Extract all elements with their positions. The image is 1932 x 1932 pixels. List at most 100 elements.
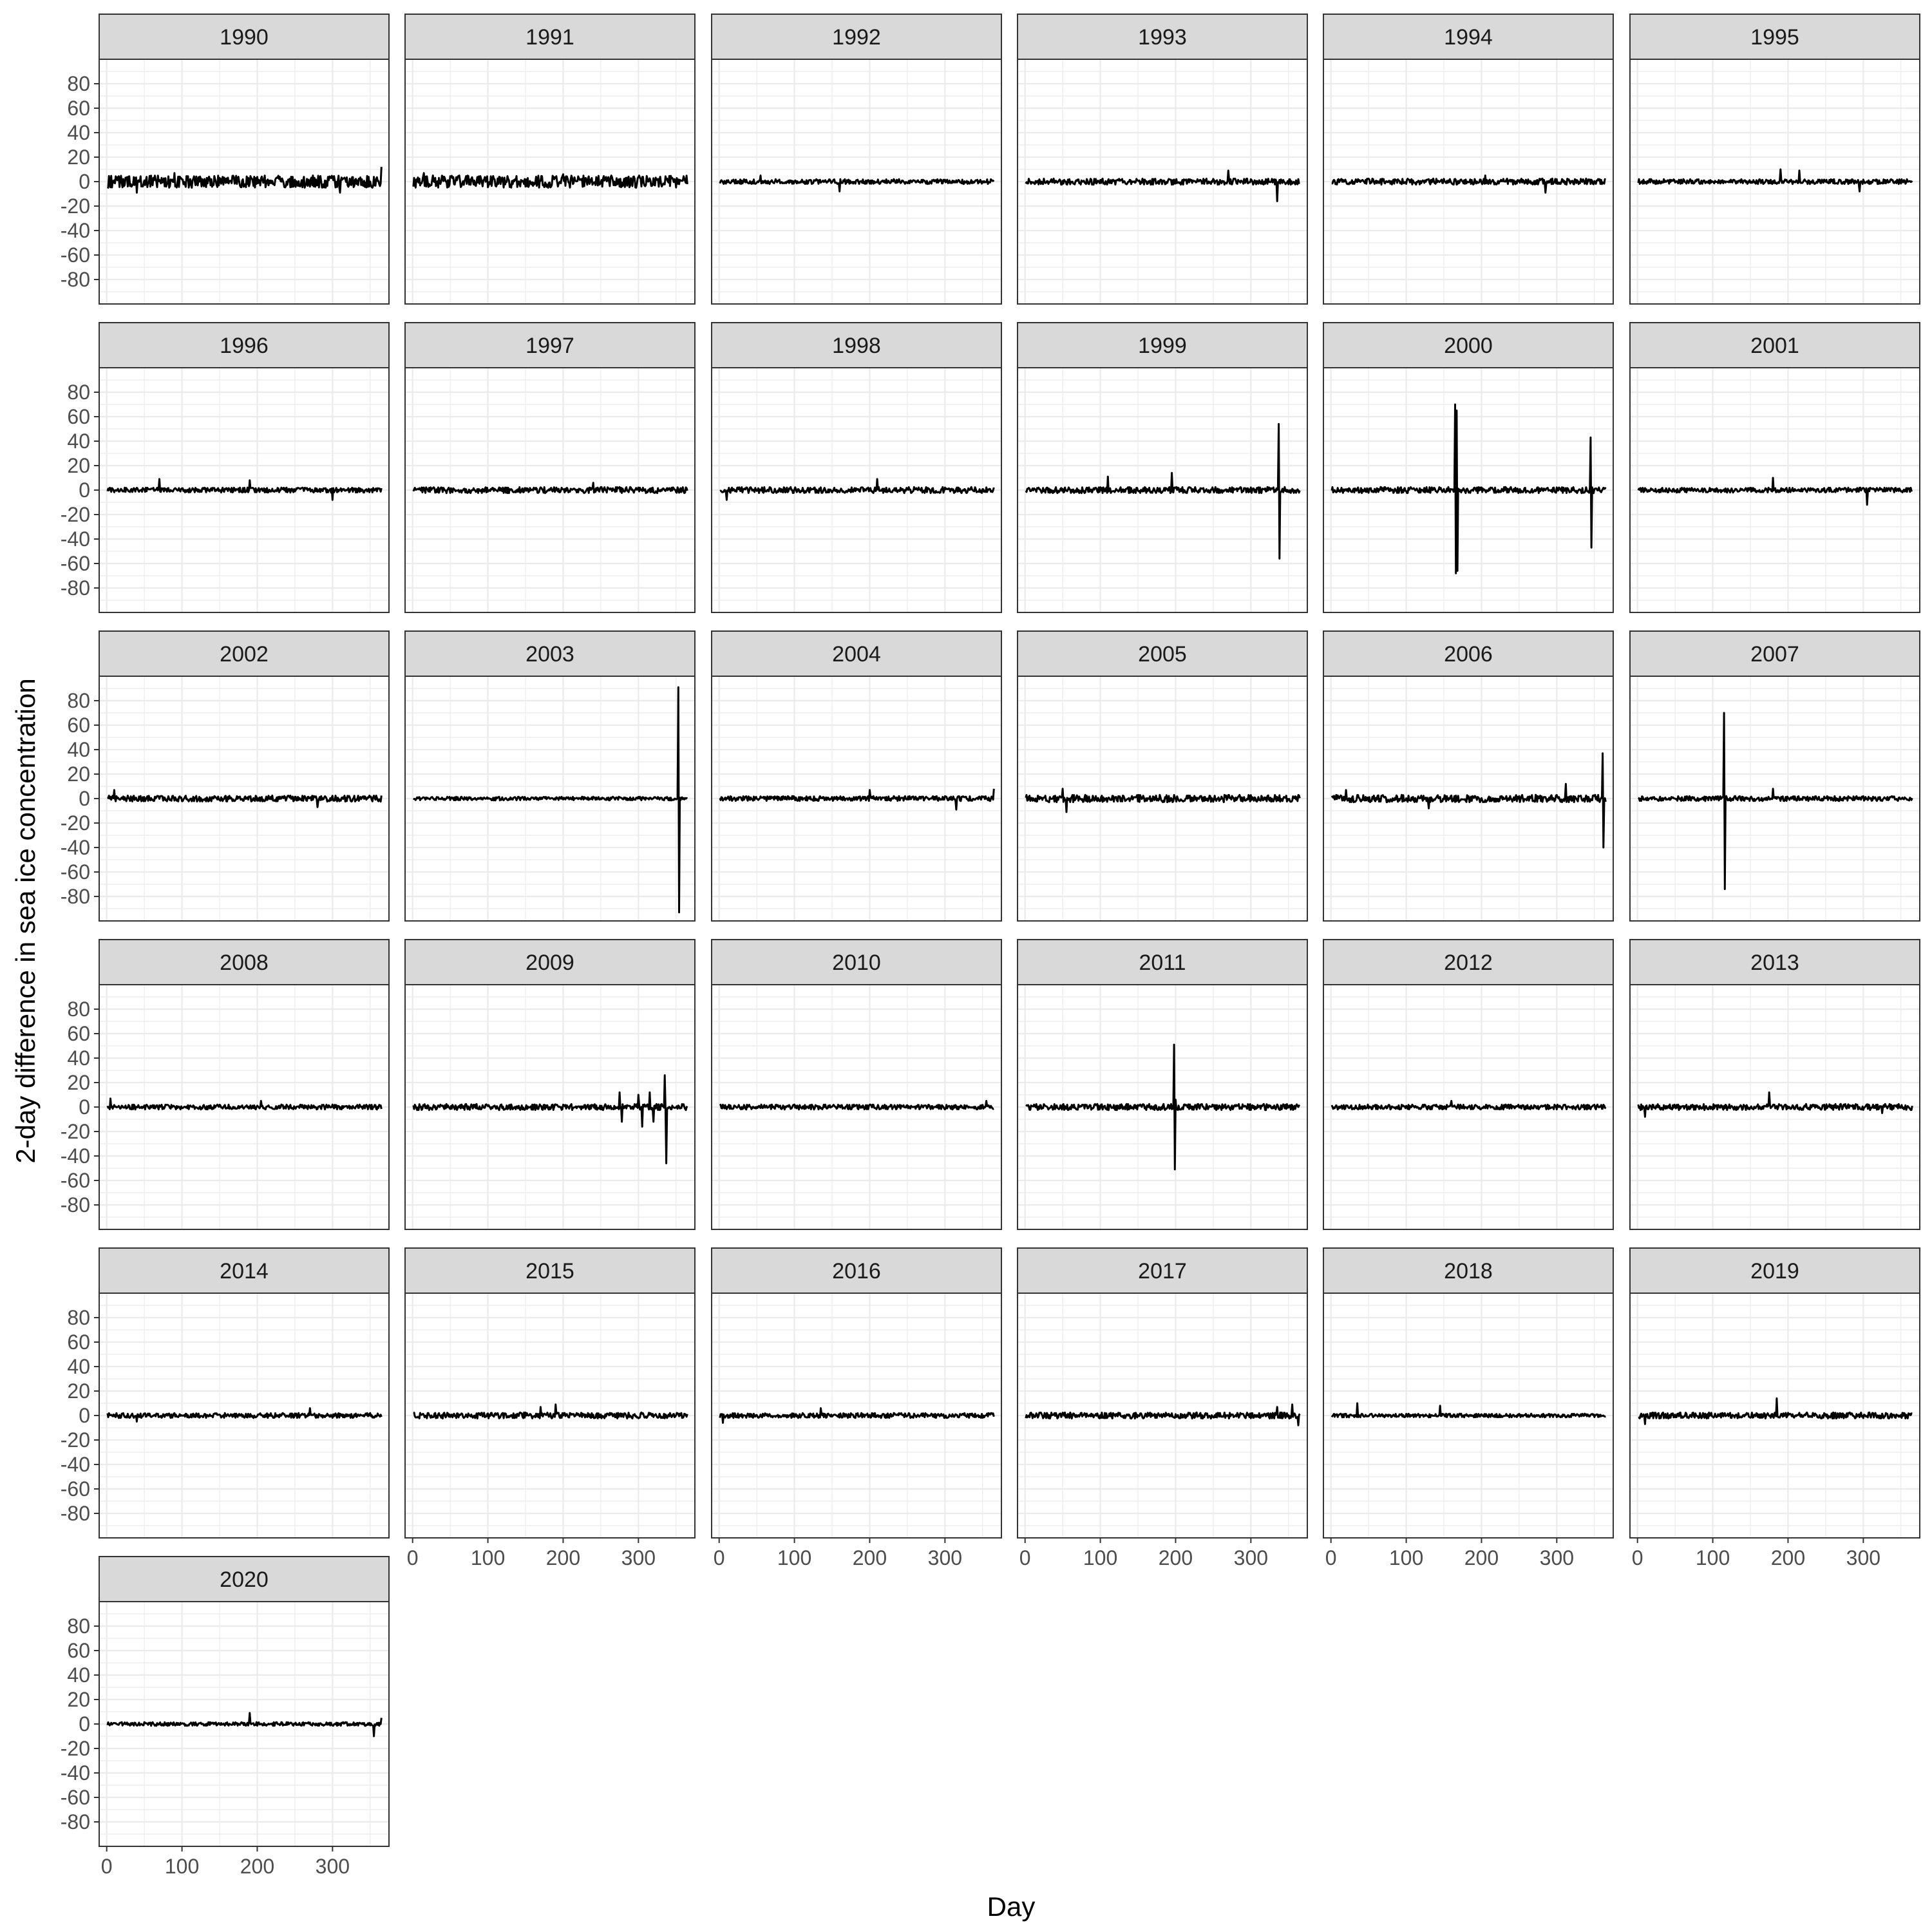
y-tick-label: 0	[79, 1404, 90, 1427]
facet-panel-1992: 1992	[711, 14, 1002, 305]
series-line	[413, 1403, 688, 1420]
y-tick-label: -20	[61, 1737, 90, 1760]
facet-strip	[1629, 322, 1920, 368]
facet-strip-label: 2018	[1444, 1259, 1493, 1283]
facet-strip-label: 2012	[1444, 951, 1493, 975]
x-tick-label: 300	[1234, 1546, 1268, 1569]
panel-border	[711, 367, 1002, 613]
facet-panel-2004: 2004	[711, 630, 1002, 922]
facet-strip-label: 1998	[832, 334, 881, 358]
facet-strip	[99, 1556, 390, 1602]
facet-strip	[1629, 939, 1920, 985]
facet-strip	[99, 939, 390, 985]
facet-strip	[1629, 630, 1920, 677]
facet-strip-label: 2016	[832, 1259, 881, 1283]
facet-strip	[1017, 1247, 1308, 1294]
facet-strip-label: 2008	[220, 951, 269, 975]
facet-panel-2016: 2016 0 100 200 300	[711, 1247, 1002, 1569]
y-tick-label: 60	[67, 1639, 90, 1662]
y-tick-label: -60	[61, 1786, 90, 1809]
y-tick-label: 40	[67, 1046, 90, 1070]
facet-strip-label: 2004	[832, 642, 881, 667]
y-tick-label: 60	[67, 1331, 90, 1354]
x-tick-label: 100	[471, 1546, 505, 1569]
facet-panel-2006: 2006	[1323, 630, 1614, 922]
x-tick-label: 100	[1389, 1546, 1423, 1569]
facet-panel-2011: 2011	[1017, 939, 1308, 1230]
facet-strip	[99, 322, 390, 368]
facet-strip-label: 2014	[220, 1259, 269, 1283]
panel-border	[1017, 984, 1308, 1230]
y-tick-label: -40	[61, 527, 90, 551]
y-tick-label: -60	[61, 1477, 90, 1501]
panel-border	[1017, 367, 1308, 613]
panel-border	[1323, 59, 1614, 305]
x-tick-label: 0	[101, 1855, 113, 1878]
facet-strip	[99, 630, 390, 677]
facet-panel-2017: 2017 0 100 200 300	[1017, 1247, 1308, 1569]
y-tick-label: 60	[67, 97, 90, 120]
panel-border	[711, 1293, 1002, 1539]
panel-border	[1017, 676, 1308, 922]
series-line	[719, 478, 995, 501]
series-line	[1331, 1100, 1607, 1111]
series-line	[1638, 712, 1913, 891]
x-tick-label: 200	[853, 1546, 887, 1569]
facet-strip-label: 1992	[832, 25, 881, 50]
facet-strip-label: 1995	[1750, 25, 1799, 50]
facet-strip-label: 2020	[220, 1567, 269, 1592]
y-tick-label: -40	[61, 1144, 90, 1168]
y-tick-label: 60	[67, 405, 90, 428]
facet-strip	[711, 630, 1002, 677]
y-tick-label: 0	[79, 170, 90, 193]
y-tick-label: -40	[61, 1453, 90, 1476]
panel-border	[404, 59, 696, 305]
y-tick-label: -20	[61, 1120, 90, 1143]
series-line	[719, 1407, 995, 1424]
panel-border	[1323, 1293, 1614, 1539]
panel-border	[711, 59, 1002, 305]
y-tick-label: 40	[67, 738, 90, 761]
x-tick-label: 300	[316, 1855, 350, 1878]
y-tick-label: 20	[67, 454, 90, 477]
x-tick-label: 0	[407, 1546, 419, 1569]
facet-strip-label: 1996	[220, 334, 269, 358]
facet-strip	[404, 939, 696, 985]
facet-panel-1995: 1995	[1629, 14, 1920, 305]
y-tick-label: 80	[67, 381, 90, 404]
facet-strip	[711, 1247, 1002, 1294]
facet-panel-1993: 1993	[1017, 14, 1308, 305]
facet-strip-label: 2005	[1138, 642, 1187, 667]
series-line	[1025, 422, 1301, 560]
series-line	[1331, 1402, 1606, 1419]
panel-border	[404, 676, 696, 922]
facet-strip	[1323, 939, 1614, 985]
facet-strip-label: 1997	[526, 334, 574, 358]
facet-strip-label: 2002	[220, 642, 269, 667]
series-line	[1025, 1043, 1301, 1171]
x-tick-label: 0	[1325, 1546, 1337, 1569]
y-tick-label: 80	[67, 689, 90, 712]
panel-border	[1323, 676, 1614, 922]
y-tick-label: -60	[61, 552, 90, 575]
x-tick-label: 200	[1159, 1546, 1193, 1569]
facet-panel-2007: 2007	[1629, 630, 1920, 922]
series-line	[412, 1074, 688, 1164]
y-tick-label: 0	[79, 1095, 90, 1119]
facet-panel-1999: 1999	[1017, 322, 1308, 613]
series-line	[1025, 169, 1300, 202]
facet-panel-2005: 2005	[1017, 630, 1308, 922]
facet-panel-2018: 2018 0 100 200 300	[1323, 1247, 1614, 1569]
panel-border	[1629, 59, 1920, 305]
series-line	[412, 172, 688, 189]
facet-strip	[404, 14, 696, 60]
panel-border	[1017, 1293, 1308, 1539]
facet-panel-1997: 1997	[404, 322, 696, 613]
facet-panel-2015: 2015 0 100 200 300	[404, 1247, 696, 1569]
y-tick-label: 80	[67, 1306, 90, 1329]
